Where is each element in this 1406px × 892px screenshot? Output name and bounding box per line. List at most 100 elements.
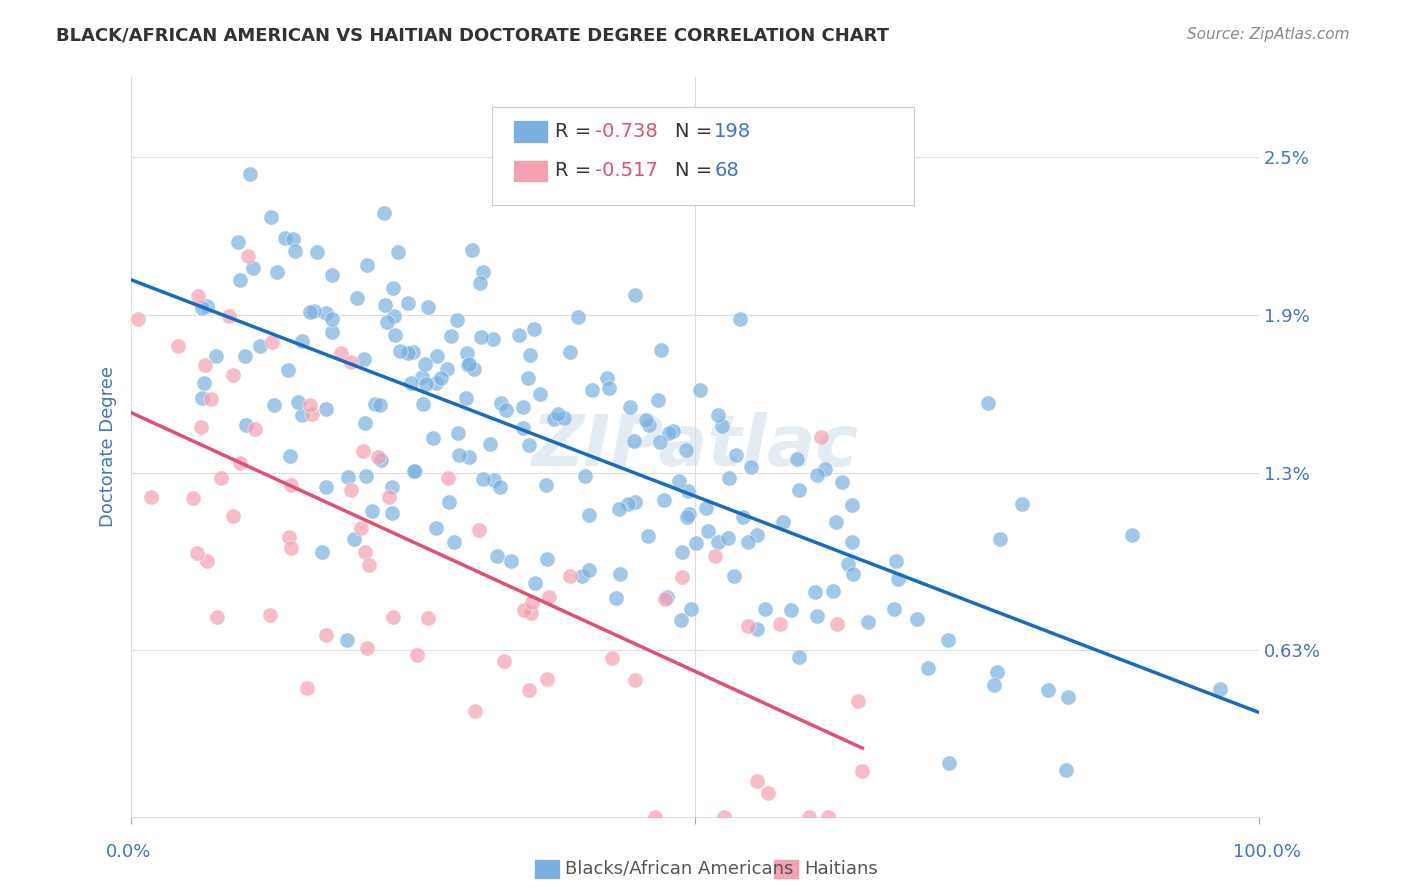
- Point: [508, 328, 530, 343]
- Point: [536, 672, 558, 686]
- Point: [647, 392, 669, 407]
- Point: [986, 665, 1008, 680]
- Point: [520, 607, 543, 621]
- Point: [273, 231, 295, 245]
- Point: [187, 289, 209, 303]
- Point: [884, 554, 907, 568]
- Point: [245, 422, 267, 436]
- Point: [553, 411, 575, 425]
- Point: [302, 304, 325, 318]
- Point: [298, 398, 321, 412]
- Point: [841, 498, 863, 512]
- Point: [354, 545, 377, 559]
- Point: [596, 370, 619, 384]
- Point: [806, 468, 828, 483]
- Point: [311, 545, 333, 559]
- Point: [280, 541, 302, 556]
- Point: [519, 348, 541, 362]
- Text: -0.738: -0.738: [595, 121, 658, 141]
- Point: [547, 407, 569, 421]
- Point: [571, 569, 593, 583]
- Point: [654, 492, 676, 507]
- Point: [658, 426, 681, 441]
- Point: [841, 535, 863, 549]
- Point: [321, 312, 343, 326]
- Point: [367, 450, 389, 464]
- Point: [988, 532, 1011, 546]
- Point: [426, 349, 449, 363]
- Point: [737, 618, 759, 632]
- Point: [1036, 682, 1059, 697]
- Point: [883, 602, 905, 616]
- Point: [195, 299, 218, 313]
- Point: [938, 756, 960, 771]
- Point: [260, 210, 283, 224]
- Point: [315, 480, 337, 494]
- Point: [831, 475, 853, 489]
- Point: [650, 343, 672, 357]
- Point: [425, 376, 447, 390]
- Point: [456, 346, 478, 360]
- Point: [457, 357, 479, 371]
- Point: [468, 523, 491, 537]
- Point: [458, 450, 481, 464]
- Point: [222, 368, 245, 382]
- Point: [1011, 497, 1033, 511]
- Point: [354, 416, 377, 430]
- Point: [578, 508, 600, 522]
- Point: [737, 535, 759, 549]
- Point: [797, 809, 820, 823]
- Point: [598, 381, 620, 395]
- Point: [637, 529, 659, 543]
- Point: [938, 633, 960, 648]
- Point: [416, 300, 439, 314]
- Point: [127, 312, 149, 326]
- Point: [779, 603, 801, 617]
- Point: [425, 521, 447, 535]
- Text: Blacks/African Americans: Blacks/African Americans: [565, 860, 793, 878]
- Point: [728, 312, 751, 326]
- Point: [825, 515, 848, 529]
- Point: [605, 591, 627, 605]
- Point: [464, 704, 486, 718]
- Point: [315, 402, 337, 417]
- Point: [470, 276, 492, 290]
- Point: [388, 344, 411, 359]
- Point: [221, 509, 243, 524]
- Point: [523, 322, 546, 336]
- Point: [983, 677, 1005, 691]
- Point: [260, 335, 283, 350]
- Point: [825, 617, 848, 632]
- Point: [375, 315, 398, 329]
- Point: [370, 453, 392, 467]
- Point: [517, 683, 540, 698]
- Point: [287, 394, 309, 409]
- Point: [676, 483, 699, 498]
- Text: 68: 68: [714, 161, 740, 180]
- Point: [624, 673, 647, 687]
- Point: [806, 608, 828, 623]
- Point: [430, 371, 453, 385]
- Y-axis label: Doctorate Degree: Doctorate Degree: [100, 367, 117, 527]
- Point: [520, 595, 543, 609]
- Point: [373, 205, 395, 219]
- Point: [278, 530, 301, 544]
- Point: [193, 376, 215, 391]
- Point: [558, 345, 581, 359]
- Point: [837, 558, 859, 572]
- Point: [499, 554, 522, 568]
- Point: [703, 549, 725, 563]
- Point: [689, 383, 711, 397]
- Point: [810, 430, 832, 444]
- Point: [817, 809, 839, 823]
- Point: [574, 469, 596, 483]
- Point: [263, 398, 285, 412]
- Point: [637, 417, 659, 432]
- Point: [209, 471, 232, 485]
- Point: [516, 371, 538, 385]
- Point: [404, 464, 426, 478]
- Point: [374, 298, 396, 312]
- Point: [486, 549, 509, 563]
- Point: [167, 339, 190, 353]
- Point: [977, 396, 1000, 410]
